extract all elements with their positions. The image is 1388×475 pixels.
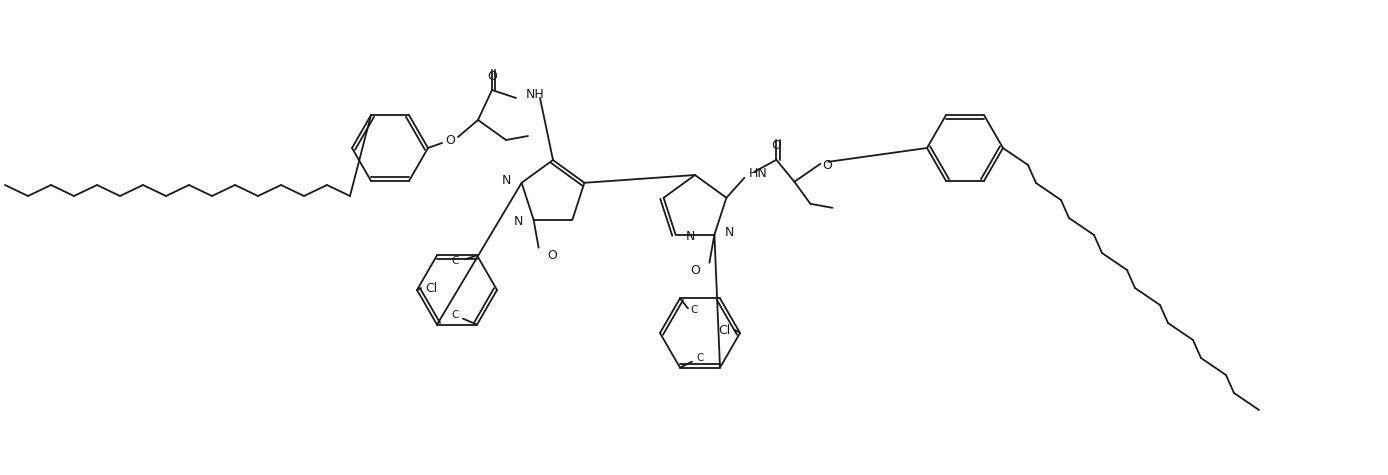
Text: C: C [695,352,704,362]
Text: O: O [487,69,497,83]
Text: O: O [772,139,781,152]
Text: O: O [446,133,455,146]
Text: N: N [502,174,512,187]
Text: N: N [514,215,523,228]
Text: O: O [822,159,833,172]
Text: NH: NH [526,88,544,102]
Text: N: N [725,226,734,239]
Text: C: C [451,256,459,266]
Text: Cl: Cl [719,323,731,336]
Text: C: C [451,310,459,320]
Text: O: O [690,264,701,277]
Text: Cl: Cl [425,282,437,294]
Text: HN: HN [748,167,768,180]
Text: N: N [686,230,695,243]
Text: O: O [548,249,558,262]
Text: C: C [690,305,697,315]
